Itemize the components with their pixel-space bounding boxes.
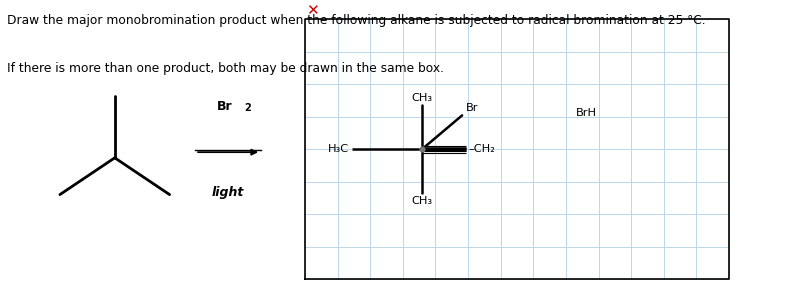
Text: –CH₂: –CH₂ [469,144,496,154]
Text: ✕: ✕ [306,3,319,18]
Text: CH₃: CH₃ [411,93,433,103]
Text: CH₃: CH₃ [411,196,433,206]
Text: If there is more than one product, both may be drawn in the same box.: If there is more than one product, both … [7,62,444,75]
Text: Br: Br [466,103,478,113]
Text: BrH: BrH [576,108,597,117]
Text: 2: 2 [244,103,251,113]
Text: Draw the major monobromination product when the following alkane is subjected to: Draw the major monobromination product w… [7,14,706,27]
Text: Br: Br [216,99,232,113]
Text: H₃C: H₃C [328,144,349,154]
Text: light: light [212,186,245,199]
FancyBboxPatch shape [305,19,729,279]
